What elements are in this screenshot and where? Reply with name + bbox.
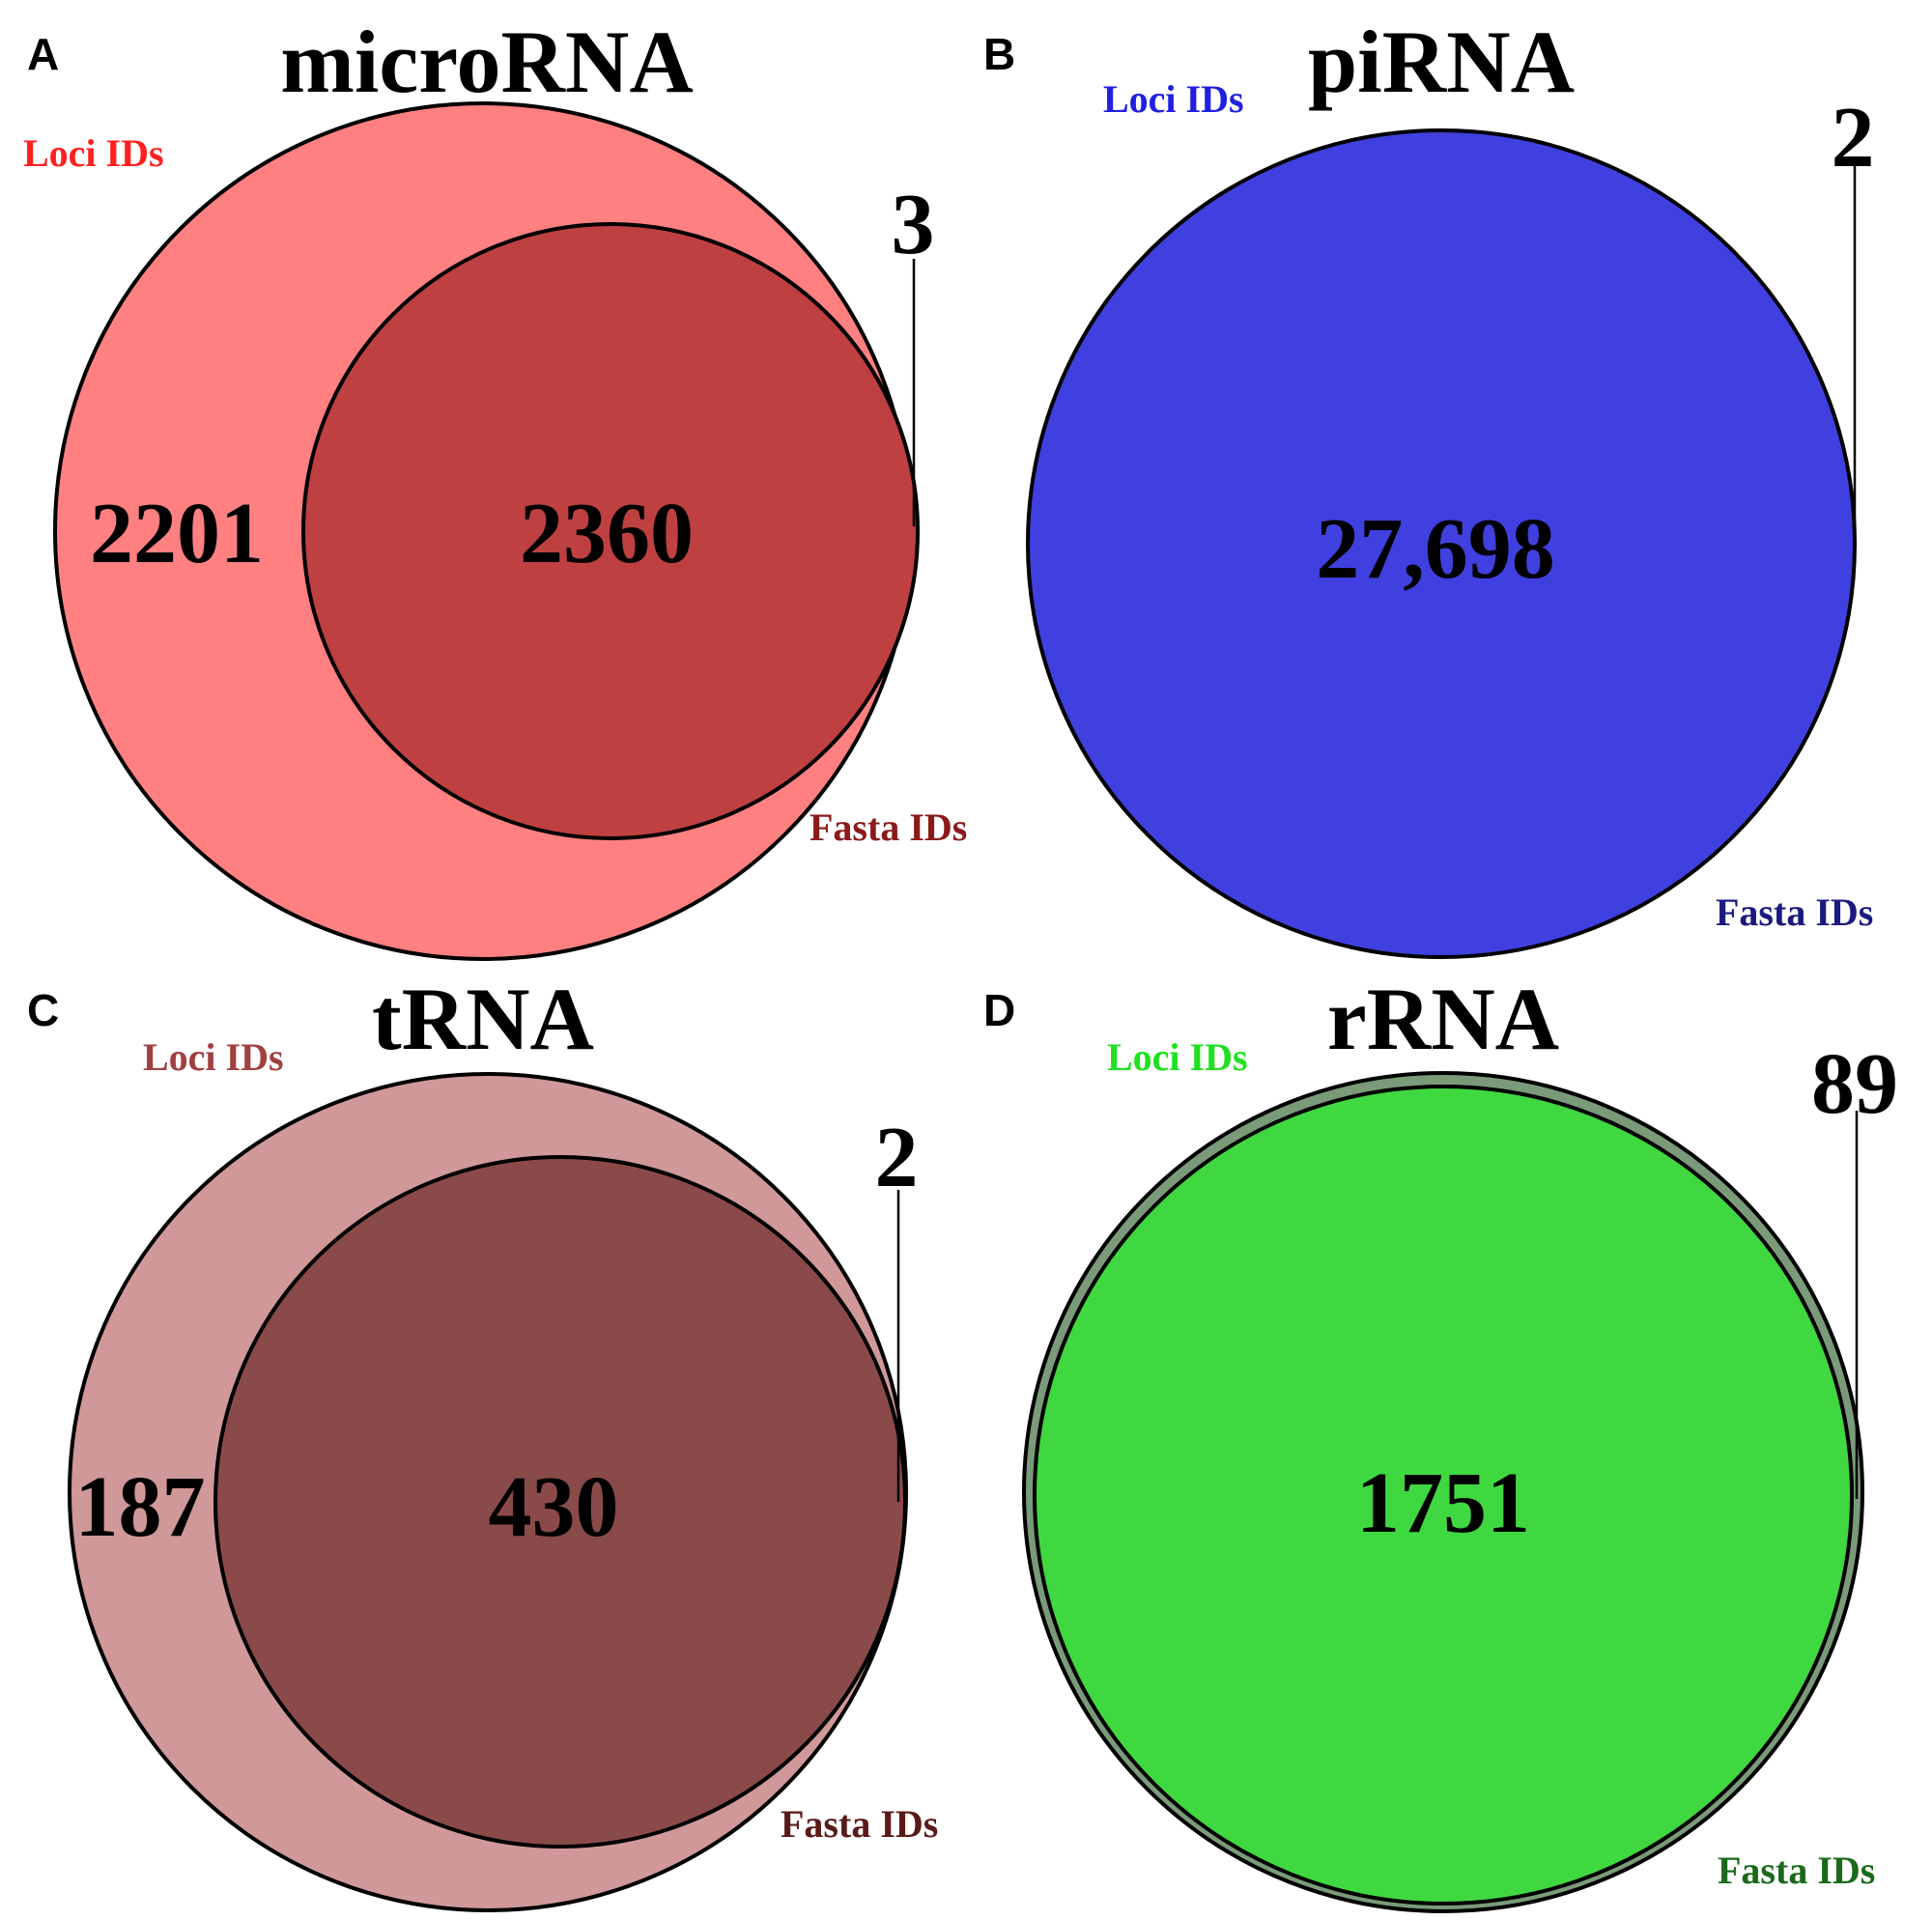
panel-b-fasta-label: Fasta IDs bbox=[1716, 890, 1873, 934]
panel-a: A microRNA Loci IDs 2201 2360 3 Fasta ID… bbox=[23, 13, 967, 961]
panel-a-fasta-only-count: 3 bbox=[892, 177, 935, 272]
panel-c-loci-only-count: 187 bbox=[75, 1459, 206, 1555]
panel-d-letter: D bbox=[983, 985, 1015, 1035]
panel-c-fasta-label: Fasta IDs bbox=[781, 1802, 938, 1846]
panel-b: B piRNA Loci IDs 27,698 2 Fasta IDs bbox=[983, 13, 1875, 959]
panel-d-fasta-label: Fasta IDs bbox=[1718, 1849, 1875, 1892]
panel-a-loci-only-count: 2201 bbox=[90, 486, 264, 581]
panel-d-loci-label: Loci IDs bbox=[1107, 1035, 1248, 1079]
panel-a-letter: A bbox=[27, 29, 59, 79]
panel-d-title: rRNA bbox=[1327, 970, 1559, 1068]
panel-d: D rRNA Loci IDs 1751 89 Fasta IDs bbox=[983, 970, 1898, 1913]
panel-c-letter: C bbox=[27, 985, 59, 1035]
panel-a-loci-label: Loci IDs bbox=[23, 131, 164, 175]
panel-b-loci-label: Loci IDs bbox=[1103, 77, 1244, 121]
panel-a-intersection-count: 2360 bbox=[520, 486, 694, 581]
panel-c-intersection-count: 430 bbox=[489, 1459, 619, 1555]
panel-b-fasta-only-count: 2 bbox=[1832, 90, 1875, 185]
panel-d-intersection-count: 1751 bbox=[1356, 1455, 1530, 1551]
panel-c-loci-label: Loci IDs bbox=[143, 1035, 284, 1079]
panel-d-circle bbox=[1033, 1085, 1854, 1906]
panel-a-fasta-label: Fasta IDs bbox=[810, 805, 967, 849]
panel-b-letter: B bbox=[983, 29, 1015, 79]
panel-b-intersection-count: 27,698 bbox=[1316, 501, 1555, 597]
panel-c-fasta-only-count: 2 bbox=[875, 1110, 919, 1205]
panel-b-title: piRNA bbox=[1308, 13, 1575, 111]
panel-c-fasta-circle bbox=[213, 1155, 907, 1849]
panel-a-fasta-circle bbox=[301, 222, 920, 840]
panel-c-title: tRNA bbox=[372, 970, 594, 1068]
panel-c: C tRNA Loci IDs 187 430 2 Fasta IDs bbox=[27, 970, 938, 1912]
panel-d-fasta-only-count: 89 bbox=[1811, 1036, 1898, 1132]
panel-a-title: microRNA bbox=[280, 13, 694, 111]
panel-b-circle bbox=[1026, 128, 1857, 959]
